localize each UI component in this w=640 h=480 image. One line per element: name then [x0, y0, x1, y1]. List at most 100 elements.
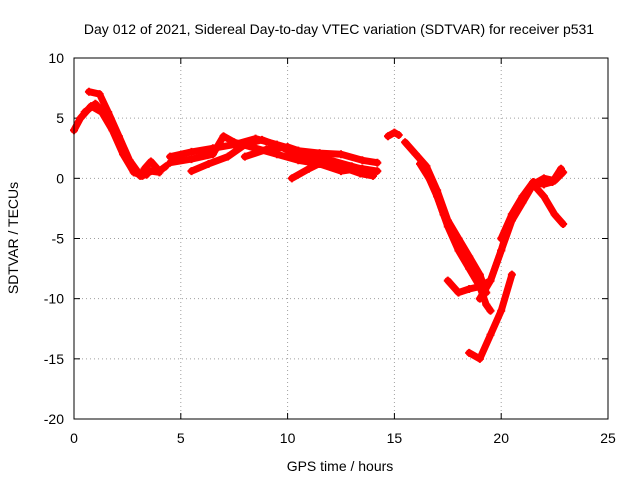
- data-point: [84, 87, 93, 96]
- plot-frame: [73, 57, 609, 420]
- data-point: [358, 156, 367, 165]
- x-tick-label: 10: [280, 430, 296, 446]
- data-point: [529, 177, 538, 186]
- data-point: [208, 150, 217, 159]
- series-trace: [141, 158, 170, 175]
- data-point: [486, 306, 495, 315]
- chart-title: Day 012 of 2021, Sidereal Day-to-day VTE…: [84, 21, 594, 37]
- data-point: [416, 159, 425, 168]
- x-tick-labels: 0 5 10 15 20 25: [70, 430, 616, 446]
- data-point: [383, 132, 392, 141]
- series-track-15: [465, 270, 516, 363]
- data-point: [475, 282, 484, 291]
- data-point: [439, 210, 448, 219]
- data-point: [401, 138, 410, 147]
- data-point: [76, 114, 85, 123]
- data-point: [394, 131, 403, 140]
- data-point: [539, 180, 548, 189]
- data-point: [127, 162, 136, 171]
- series-track-13: [416, 159, 486, 291]
- data-point: [304, 150, 313, 159]
- x-tick-label: 5: [177, 430, 185, 446]
- data-point: [116, 138, 125, 147]
- data-point: [548, 177, 557, 186]
- series-track-4: [140, 157, 170, 176]
- data-point: [507, 210, 516, 219]
- data-point: [187, 167, 196, 176]
- data-point: [337, 150, 345, 159]
- y-axis-label: SDTVAR / TECUs: [5, 182, 21, 294]
- data-point: [240, 152, 249, 161]
- data-point: [486, 330, 495, 339]
- data-point: [136, 171, 145, 180]
- x-tick-label: 0: [70, 430, 78, 446]
- data-point: [369, 171, 378, 180]
- data-point: [475, 354, 484, 363]
- data-point: [507, 270, 516, 279]
- data-point: [428, 180, 437, 189]
- data-point: [450, 234, 459, 243]
- data-point: [161, 162, 170, 171]
- series-track-9: [287, 156, 378, 183]
- data-point: [166, 158, 175, 167]
- y-tick-labels: -20 -15 -10 -5 0 5 10: [44, 50, 64, 427]
- data-point: [454, 288, 463, 297]
- x-tick-label: 20: [493, 430, 509, 446]
- y-tick-label: -5: [52, 231, 65, 247]
- data-point: [557, 164, 566, 173]
- y-tick-label: -20: [44, 411, 64, 427]
- data-point: [390, 128, 399, 137]
- data-point: [486, 276, 495, 285]
- data-point: [240, 140, 249, 149]
- data-point: [322, 156, 331, 165]
- data-point: [262, 145, 271, 154]
- data-point: [497, 246, 506, 255]
- data-point: [204, 159, 213, 168]
- data-point: [465, 348, 474, 357]
- data-point: [497, 234, 506, 243]
- data-point: [469, 270, 478, 279]
- grid-lines: [74, 58, 608, 419]
- series-track-17: [497, 164, 566, 243]
- data-point: [223, 152, 232, 161]
- data-point: [140, 164, 149, 173]
- data-point: [283, 143, 292, 152]
- y-tick-label: -15: [44, 351, 64, 367]
- data-point: [257, 135, 266, 144]
- data-point: [482, 300, 491, 309]
- data-point: [465, 285, 474, 294]
- data-point: [339, 163, 348, 172]
- series-trace: [188, 136, 362, 175]
- data-point: [539, 192, 548, 201]
- data-point: [95, 90, 104, 99]
- y-tick-label: 5: [56, 110, 64, 126]
- y-tick-label: 10: [48, 50, 64, 66]
- data-point: [443, 276, 452, 285]
- data-point: [187, 147, 196, 156]
- data-point: [518, 192, 527, 201]
- data-point: [155, 167, 164, 176]
- data-point: [287, 174, 296, 183]
- data-point: [104, 114, 113, 123]
- data-point: [411, 150, 420, 159]
- x-axis-label: GPS time / hours: [287, 458, 394, 474]
- x-tick-label: 25: [600, 430, 616, 446]
- data-point: [230, 138, 239, 147]
- y-tick-label: -10: [44, 291, 64, 307]
- series-track-3: [80, 99, 153, 180]
- data-point: [373, 158, 382, 167]
- data-point: [356, 169, 365, 178]
- data-point: [91, 99, 100, 108]
- data-point: [304, 164, 313, 173]
- data-series: [70, 87, 568, 363]
- data-point: [187, 155, 196, 164]
- series-track-10: [383, 128, 403, 141]
- x-tick-label: 15: [387, 430, 403, 446]
- data-point: [146, 157, 155, 166]
- data-point: [219, 132, 228, 141]
- data-point: [497, 306, 506, 315]
- y-tick-label: 0: [56, 170, 64, 186]
- data-point: [458, 252, 467, 261]
